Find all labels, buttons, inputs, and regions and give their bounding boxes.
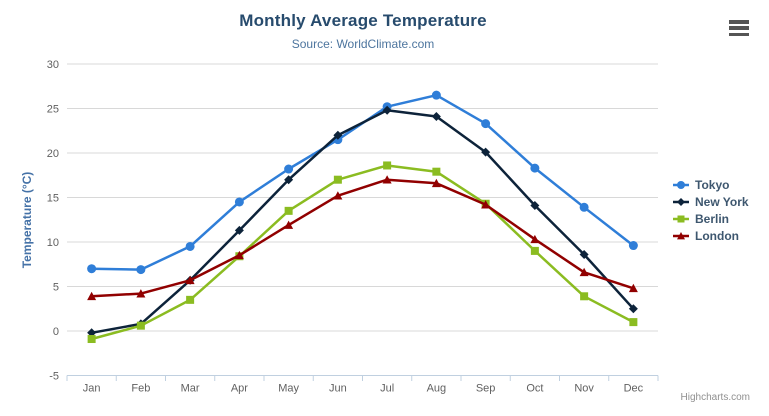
legend-label: Tokyo — [695, 178, 730, 192]
marker-diamond[interactable] — [382, 105, 392, 115]
marker-diamond[interactable] — [431, 112, 441, 122]
series-new-york — [87, 105, 638, 338]
hamburger-bar — [729, 20, 749, 24]
marker-square[interactable] — [136, 321, 145, 330]
legend-item-london[interactable]: London — [672, 228, 749, 244]
marker-diamond[interactable] — [284, 175, 294, 185]
y-axis-label: 0 — [53, 326, 59, 338]
marker-square[interactable] — [333, 175, 342, 184]
marker-square[interactable] — [383, 161, 392, 170]
legend-symbol-diamond — [673, 198, 689, 206]
series-london — [87, 175, 638, 301]
y-axis-label: 25 — [47, 104, 59, 116]
legend-item-tokyo[interactable]: Tokyo — [672, 177, 749, 193]
marker-triangle[interactable] — [628, 283, 638, 293]
legend-label: Berlin — [695, 212, 730, 226]
marker-circle[interactable] — [185, 241, 195, 251]
marker-diamond[interactable] — [530, 201, 540, 211]
marker-triangle[interactable] — [431, 178, 441, 188]
marker-circle[interactable] — [677, 181, 685, 189]
legend-symbol-triangle — [673, 232, 689, 240]
x-axis-label: Oct — [526, 383, 543, 395]
series-line[interactable] — [90, 109, 635, 335]
marker-triangle[interactable] — [185, 275, 195, 285]
marker-diamond[interactable] — [333, 130, 343, 140]
legend-label: London — [695, 229, 739, 243]
marker-circle[interactable] — [579, 202, 589, 212]
marker-circle[interactable] — [481, 119, 491, 129]
marker-triangle[interactable] — [481, 200, 491, 209]
marker-square[interactable] — [186, 295, 195, 304]
x-axis-label: Jul — [380, 383, 394, 395]
x-axis-label: Jan — [83, 383, 101, 395]
y-axis-label: 30 — [47, 59, 59, 71]
x-axis-label: Aug — [427, 383, 447, 395]
y-axis-label: 15 — [47, 193, 59, 205]
marker-circle[interactable] — [87, 264, 97, 274]
legend-item-new-york[interactable]: New York — [672, 194, 749, 210]
marker-triangle[interactable] — [333, 191, 343, 200]
marker-triangle[interactable] — [284, 220, 294, 229]
x-axis-label: Feb — [131, 383, 150, 395]
y-axis-label: -5 — [49, 371, 59, 383]
marker-circle[interactable] — [136, 265, 146, 275]
series-berlin — [87, 161, 638, 344]
marker-square[interactable] — [629, 318, 638, 327]
marker-triangle[interactable] — [234, 250, 244, 260]
marker-triangle[interactable] — [382, 175, 392, 184]
marker-square[interactable] — [284, 206, 293, 215]
marker-triangle[interactable] — [136, 289, 146, 298]
marker-square[interactable] — [530, 246, 539, 255]
y-axis-label: 20 — [47, 148, 59, 160]
marker-diamond[interactable] — [677, 198, 685, 206]
series-line[interactable] — [90, 178, 635, 298]
hamburger-icon[interactable] — [729, 20, 749, 36]
hamburger-bar — [729, 26, 749, 30]
chart-subtitle: Source: WorldClimate.com — [291, 37, 435, 51]
marker-diamond[interactable] — [481, 147, 491, 157]
y-axis-label: 10 — [47, 237, 59, 249]
marker-circle[interactable] — [628, 241, 638, 251]
marker-square[interactable] — [677, 215, 685, 223]
marker-circle[interactable] — [234, 197, 244, 207]
marker-square[interactable] — [580, 292, 589, 301]
marker-circle[interactable] — [431, 90, 441, 100]
series-tokyo — [87, 90, 638, 275]
chart-title: Monthly Average Temperature — [239, 11, 487, 30]
marker-diamond[interactable] — [628, 304, 638, 314]
marker-square[interactable] — [87, 335, 96, 344]
hamburger-bar — [729, 32, 749, 36]
marker-triangle[interactable] — [579, 267, 589, 277]
marker-diamond[interactable] — [234, 225, 244, 235]
marker-circle[interactable] — [284, 164, 294, 174]
x-axis-label: Jun — [329, 383, 347, 395]
marker-triangle[interactable] — [530, 234, 540, 244]
series-line[interactable] — [90, 164, 635, 341]
credits-link[interactable]: Highcharts.com — [680, 392, 750, 403]
marker-diamond[interactable] — [579, 249, 589, 259]
marker-triangle[interactable] — [87, 291, 97, 301]
y-axis-title: Temperature (°C) — [20, 171, 34, 269]
legend-item-berlin[interactable]: Berlin — [672, 211, 749, 227]
x-axis-label: Dec — [624, 383, 644, 395]
x-axis-label: Mar — [181, 383, 200, 395]
legend: Tokyo New York Berlin London — [672, 177, 749, 245]
x-axis-label: Nov — [574, 383, 594, 395]
marker-square[interactable] — [432, 167, 441, 176]
marker-circle[interactable] — [530, 163, 540, 173]
y-axis-label: 5 — [53, 282, 59, 294]
x-axis-label: Apr — [231, 383, 248, 395]
legend-symbol-square — [673, 215, 689, 223]
x-axis-label: Sep — [476, 383, 496, 395]
legend-label: New York — [695, 195, 749, 209]
legend-symbol-circle — [673, 181, 689, 189]
x-axis-label: May — [278, 383, 299, 395]
marker-triangle[interactable] — [677, 232, 685, 240]
